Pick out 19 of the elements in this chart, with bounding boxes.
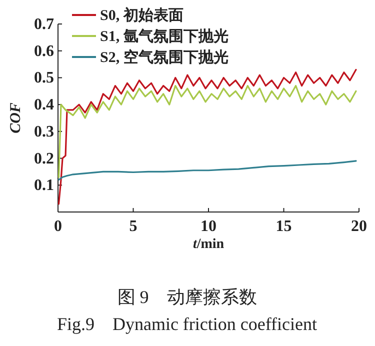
x-tick-label: 15 bbox=[276, 218, 292, 235]
legend-label: S1, 氩气氛围下抛光 bbox=[100, 28, 228, 45]
x-tick-label: 10 bbox=[200, 218, 216, 235]
y-tick-label: 0.2 bbox=[34, 150, 54, 168]
legend-label: S2, 空气氛围下抛光 bbox=[100, 48, 228, 66]
y-tick-label: 0.7 bbox=[34, 16, 54, 33]
y-tick-label: 0.4 bbox=[34, 96, 54, 114]
text: 图 9 动摩擦系数 bbox=[117, 287, 257, 307]
y-tick-label: 0.5 bbox=[34, 70, 54, 87]
y-tick-label: 0.3 bbox=[34, 123, 54, 140]
y-tick-label: 0.6 bbox=[34, 42, 54, 60]
x-tick-label: 5 bbox=[129, 218, 138, 235]
text: Fig.9 Dynamic friction coefficient bbox=[56, 314, 318, 334]
legend-label: S0, 初始表面 bbox=[100, 6, 184, 24]
x-tick-label: 20 bbox=[351, 218, 367, 235]
y-axis-title: COF bbox=[8, 102, 24, 134]
y-tick-label: 0.1 bbox=[34, 177, 54, 194]
x-tick-label: 0 bbox=[54, 218, 62, 235]
x-axis-title: t/min bbox=[192, 237, 224, 252]
